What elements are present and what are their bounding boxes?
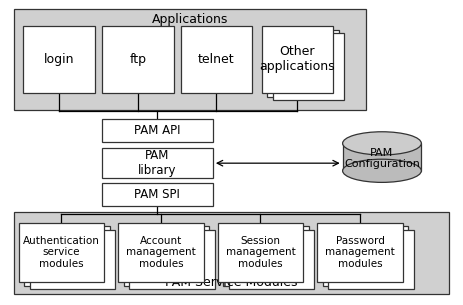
FancyBboxPatch shape	[328, 230, 414, 289]
FancyBboxPatch shape	[14, 9, 366, 110]
FancyBboxPatch shape	[273, 33, 344, 100]
FancyBboxPatch shape	[102, 119, 213, 142]
Text: Authentication
service
modules: Authentication service modules	[23, 236, 100, 269]
Text: telnet: telnet	[198, 53, 235, 66]
FancyBboxPatch shape	[118, 223, 204, 282]
FancyBboxPatch shape	[317, 223, 403, 282]
Text: Applications: Applications	[152, 13, 228, 26]
FancyBboxPatch shape	[102, 26, 174, 93]
Text: PAM SPI: PAM SPI	[134, 188, 181, 201]
FancyBboxPatch shape	[223, 226, 309, 286]
FancyBboxPatch shape	[323, 226, 408, 286]
Text: Password
management
modules: Password management modules	[325, 236, 395, 269]
Text: login: login	[44, 53, 74, 66]
FancyBboxPatch shape	[267, 30, 339, 97]
FancyBboxPatch shape	[129, 230, 215, 289]
Ellipse shape	[343, 132, 421, 155]
FancyBboxPatch shape	[229, 230, 314, 289]
FancyBboxPatch shape	[181, 26, 252, 93]
FancyBboxPatch shape	[343, 143, 421, 171]
FancyBboxPatch shape	[24, 226, 110, 286]
FancyBboxPatch shape	[102, 148, 213, 178]
FancyBboxPatch shape	[262, 26, 333, 93]
Text: PAM API: PAM API	[134, 124, 181, 137]
Text: PAM
Configuration: PAM Configuration	[344, 148, 420, 169]
Text: PAM
library: PAM library	[138, 149, 177, 177]
FancyBboxPatch shape	[23, 26, 95, 93]
Text: ftp: ftp	[129, 53, 146, 66]
Text: Other
applications: Other applications	[260, 45, 335, 74]
FancyBboxPatch shape	[14, 212, 449, 294]
Text: PAM Service Modules: PAM Service Modules	[165, 276, 298, 289]
Text: Session
management
modules: Session management modules	[225, 236, 295, 269]
Ellipse shape	[343, 159, 421, 182]
FancyBboxPatch shape	[19, 223, 104, 282]
FancyBboxPatch shape	[30, 230, 115, 289]
Text: Account
management
modules: Account management modules	[126, 236, 196, 269]
FancyBboxPatch shape	[102, 183, 213, 206]
FancyBboxPatch shape	[218, 223, 303, 282]
FancyBboxPatch shape	[124, 226, 209, 286]
